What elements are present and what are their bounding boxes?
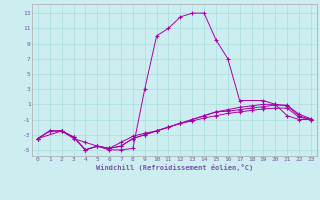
X-axis label: Windchill (Refroidissement éolien,°C): Windchill (Refroidissement éolien,°C) — [96, 164, 253, 171]
